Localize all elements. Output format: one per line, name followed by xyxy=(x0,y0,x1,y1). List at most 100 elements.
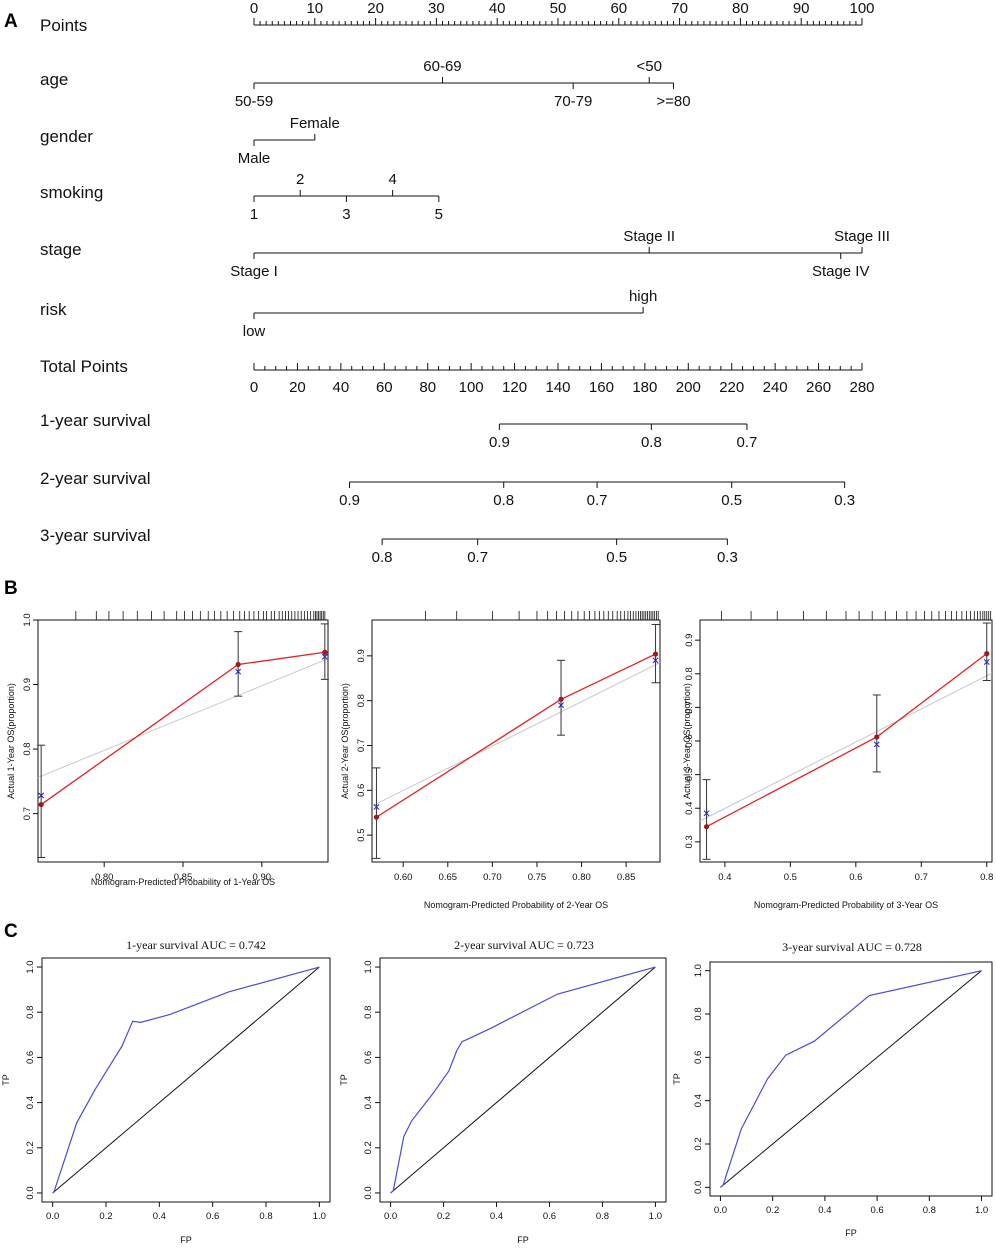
roc1-curve xyxy=(52,966,320,1194)
roc2-x-tick-label: 0.4 xyxy=(490,1211,503,1222)
cal3-y-tick-label: 0.6 xyxy=(684,734,695,747)
survival-tick-label-2: 0.5 xyxy=(721,492,742,509)
survival-tick-label-2: 0.9 xyxy=(339,492,360,509)
cal3-corrected-mark xyxy=(873,741,880,748)
points-tick-label: 40 xyxy=(489,0,506,17)
roc1-title: 1-year survival AUC = 0.742 xyxy=(126,938,266,952)
variable-level-age: 50-59 xyxy=(235,93,273,110)
points-tick-label: 0 xyxy=(250,0,258,17)
survival-tick-label-2: 0.7 xyxy=(587,492,608,509)
survival-tick-label-3: 0.7 xyxy=(467,549,488,566)
points-tick-label: 90 xyxy=(793,0,810,17)
roc2-title: 2-year survival AUC = 0.723 xyxy=(454,938,594,952)
variable-level-smoking: 2 xyxy=(296,171,304,188)
calibration-plots: 0.80 0.85 0.90 0.7 0.8 0.9 1.0 Nomogram-Predict… xyxy=(6,611,993,910)
points-tick-label: 100 xyxy=(849,0,874,17)
cal3-point xyxy=(874,734,880,740)
variable-label-age: age xyxy=(40,70,68,89)
roc1-x-tick-label: 0.2 xyxy=(99,1211,112,1222)
roc3-title: 3-year survival AUC = 0.728 xyxy=(782,940,922,954)
variable-level-stage: Stage IV xyxy=(812,263,870,280)
points-row-label: Points xyxy=(40,16,87,35)
cal2-ideal-line xyxy=(371,662,661,807)
variable-level-smoking: 1 xyxy=(250,206,258,223)
cal2-point xyxy=(558,696,564,702)
variable-level-gender: Male xyxy=(238,150,271,167)
cal3-x-tick-label: 0.5 xyxy=(784,872,797,883)
roc3-y-tick-label: 0.4 xyxy=(693,1094,704,1107)
cal2-x-tick-label: 0.75 xyxy=(528,872,547,883)
roc3-x-tick-label: 0.2 xyxy=(766,1205,779,1216)
cal3-x-label: Nomogram-Predicted Probability of 3-Year… xyxy=(754,900,938,910)
cal1-point xyxy=(38,801,44,808)
total-points-tick-label: 80 xyxy=(419,379,436,396)
cal3-corrected-mark xyxy=(703,810,710,817)
variable-level-gender: Female xyxy=(290,115,340,132)
cal1-corrected-mark xyxy=(321,653,328,660)
roc3-y-tick-label: 0.6 xyxy=(693,1051,704,1064)
total-points-tick-label: 240 xyxy=(763,379,788,396)
roc2-x-tick-label: 0.0 xyxy=(384,1211,397,1222)
roc1-x-label: FP xyxy=(180,1235,192,1245)
cal2-corrected-mark xyxy=(373,803,380,810)
roc2-x-label: FP xyxy=(517,1235,529,1245)
cal2-point xyxy=(652,651,659,657)
cal3-y-label: Actual 3-Year OS(proportion) xyxy=(682,683,692,799)
variable-level-age: 60-69 xyxy=(423,58,461,75)
cal2-y-tick-label: 0.9 xyxy=(356,649,367,662)
roc2-curve xyxy=(390,966,656,1194)
roc2-x-tick-label: 0.2 xyxy=(437,1211,450,1222)
cal3-x-tick-label: 0.7 xyxy=(915,872,928,883)
roc1-x-tick-label: 1.0 xyxy=(313,1211,326,1222)
roc1-frame xyxy=(41,957,331,1203)
roc1-x-tick-label: 0.6 xyxy=(206,1211,219,1222)
points-tick-label: 80 xyxy=(732,0,749,17)
cal1-corrected-mark xyxy=(38,792,45,799)
cal2-x-label: Nomogram-Predicted Probability of 2-Year… xyxy=(424,900,608,910)
cal1-y-tick-label: 1.0 xyxy=(22,613,33,626)
roc1-y-tick-label: 0.4 xyxy=(25,1096,36,1109)
survival-label-1: 1-year survival xyxy=(40,411,151,430)
cal2-y-tick-label: 0.8 xyxy=(356,694,367,707)
roc3-x-tick-label: 0.4 xyxy=(818,1205,831,1216)
total-points-tick-label: 140 xyxy=(545,379,570,396)
cal2-y-tick-label: 0.5 xyxy=(356,829,367,842)
cal3-x-tick-label: 0.6 xyxy=(849,872,862,883)
cal3-corrected-mark xyxy=(983,659,990,666)
variable-level-age: <50 xyxy=(636,58,661,75)
points-tick-label: 20 xyxy=(367,0,384,17)
variable-label-smoking: smoking xyxy=(40,183,103,202)
variable-label-risk: risk xyxy=(40,300,67,319)
survival-label-3: 3-year survival xyxy=(40,526,151,545)
panel-label-c: C xyxy=(4,921,18,942)
variable-level-smoking: 3 xyxy=(342,206,350,223)
survival-tick-label-1: 0.8 xyxy=(641,434,662,451)
total-points-tick-label: 260 xyxy=(806,379,831,396)
cal1-x-tick-label: 0.90 xyxy=(253,872,272,883)
cal3-y-tick-label: 0.4 xyxy=(684,802,695,815)
roc2-x-tick-label: 1.0 xyxy=(649,1211,662,1222)
roc2-diagonal xyxy=(390,966,656,1194)
cal2-y-tick-label: 0.7 xyxy=(356,739,367,752)
cal3-ideal-line xyxy=(699,672,993,822)
roc2-frame xyxy=(379,957,667,1203)
total-points-tick-label: 60 xyxy=(376,379,393,396)
roc2-y-tick-label: 0.2 xyxy=(363,1141,374,1154)
points-tick-label: 70 xyxy=(671,0,688,17)
cal1-x-label: Nomogram-Predicted Probability of 1-Year… xyxy=(91,877,275,887)
roc3-x-tick-label: 0.0 xyxy=(714,1205,727,1216)
roc3-y-tick-label: 0.0 xyxy=(693,1181,704,1194)
variable-level-risk: low xyxy=(243,323,266,340)
cal3-y-tick-label: 0.3 xyxy=(684,835,695,848)
cal3-point xyxy=(703,824,710,830)
points-tick-label: 10 xyxy=(306,0,323,17)
roc3-x-tick-label: 0.8 xyxy=(923,1205,936,1216)
roc1-y-label: TP xyxy=(1,1074,11,1086)
cal3-x-tick-label: 0.8 xyxy=(980,872,993,883)
total-points-tick-label: 180 xyxy=(632,379,657,396)
total-points-tick-label: 200 xyxy=(676,379,701,396)
roc2-y-tick-label: 0.4 xyxy=(363,1096,374,1109)
roc3-frame xyxy=(709,961,993,1197)
roc1-x-tick-label: 0.0 xyxy=(46,1211,59,1222)
